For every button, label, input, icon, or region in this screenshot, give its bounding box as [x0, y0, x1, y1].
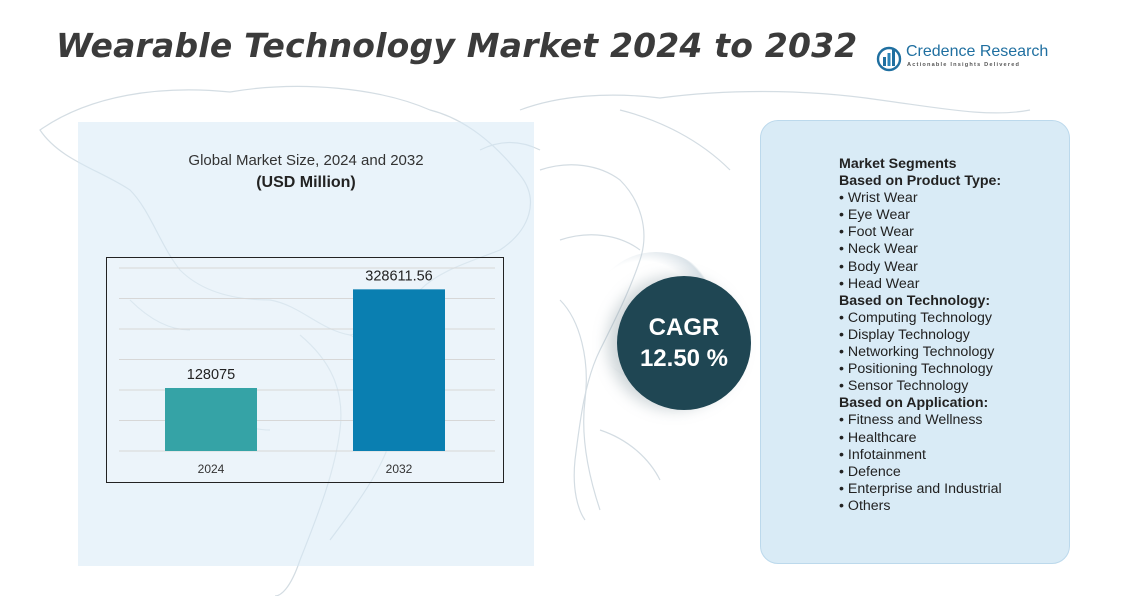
data-label-2032: 328611.56 — [365, 268, 432, 284]
page-title: Wearable Technology Market 2024 to 2032 — [56, 26, 858, 65]
segment-item: • Computing Technology — [839, 309, 992, 326]
segment-group-heading: Based on Application: — [839, 395, 989, 412]
segment-group-heading: Based on Product Type: — [839, 173, 1002, 190]
segment-item: • Display Technology — [839, 326, 970, 343]
segment-item: • Wrist Wear — [839, 190, 918, 207]
segment-item: • Positioning Technology — [839, 361, 993, 378]
brand-logo-block: Credence Research Actionable Insights De… — [876, 42, 1056, 74]
data-label-2024: 128075 — [187, 367, 235, 383]
segments-list: Market Segments Based on Product Type: •… — [839, 156, 1002, 515]
segment-item: • Sensor Technology — [839, 378, 969, 395]
market-size-panel: Global Market Size, 2024 and 2032 (USD M… — [78, 122, 534, 566]
segments-title: Market Segments — [839, 156, 957, 172]
cagr-badge: CAGR 12.50 % — [617, 276, 751, 410]
x-tick-label-2024: 2024 — [198, 462, 225, 476]
bar-chart: 128075 2024 328611.56 2032 — [119, 267, 495, 476]
segment-item: • Eye Wear — [839, 207, 910, 224]
cagr-value: 12.50 % — [639, 345, 729, 372]
segment-item: • Others — [839, 497, 891, 514]
market-segments-panel: Market Segments Based on Product Type: •… — [760, 120, 1070, 564]
bar-2024 — [165, 387, 257, 451]
x-tick-label-2032: 2032 — [386, 462, 413, 476]
segment-item: • Networking Technology — [839, 344, 995, 361]
bar-chart-frame: 128075 2024 328611.56 2032 — [106, 257, 504, 483]
segment-item: • Foot Wear — [839, 224, 914, 241]
segment-group-heading: Based on Technology: — [839, 292, 991, 309]
segment-item: • Healthcare — [839, 429, 917, 446]
segment-item: • Body Wear — [839, 258, 918, 275]
segment-item: • Infotainment — [839, 446, 927, 463]
segment-item: • Neck Wear — [839, 241, 918, 258]
cagr-label: CAGR — [648, 314, 720, 341]
chart-unit: (USD Million) — [256, 174, 356, 191]
bar-chart-circle-logo-icon — [876, 46, 902, 72]
brand-name: Credence Research — [906, 43, 1049, 60]
segment-item: • Fitness and Wellness — [839, 412, 983, 429]
chart-heading: Global Market Size, 2024 and 2032 — [188, 152, 424, 169]
brand-tagline: Actionable Insights Delivered — [907, 62, 1021, 68]
segment-item: • Defence — [839, 463, 901, 480]
segment-item: • Head Wear — [839, 275, 920, 292]
bar-2032 — [353, 289, 445, 451]
segment-item: • Enterprise and Industrial — [839, 480, 1002, 497]
